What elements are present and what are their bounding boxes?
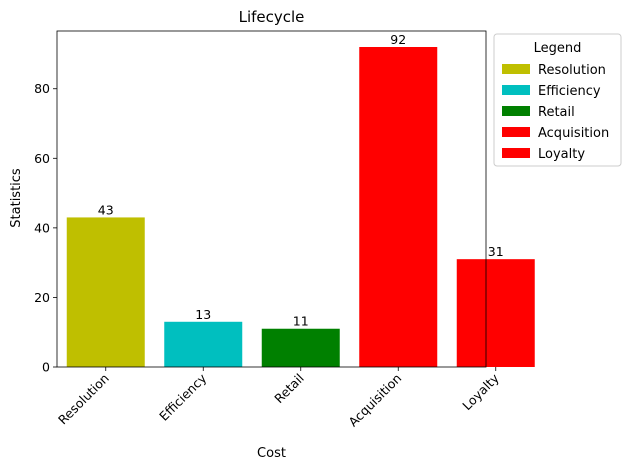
legend-label-retail: Retail — [538, 105, 575, 120]
legend-swatch-efficiency — [502, 85, 530, 95]
x-tick-label-efficiency: Efficiency — [156, 370, 210, 424]
y-tick-label: 60 — [34, 151, 50, 166]
legend-label-efficiency: Efficiency — [538, 84, 601, 99]
bar-value-label-loyalty: 31 — [488, 244, 504, 259]
y-tick-label: 80 — [34, 81, 50, 96]
chart-title: Lifecycle — [239, 8, 305, 26]
x-axis-title: Cost — [257, 446, 286, 461]
x-tick-label-loyalty: Loyalty — [459, 370, 502, 413]
x-tick-label-acquisition: Acquisition — [345, 371, 404, 430]
legend-label-acquisition: Acquisition — [538, 126, 609, 141]
bar-acquisition — [359, 47, 438, 367]
bar-value-label-efficiency: 13 — [195, 307, 211, 322]
x-tick-label-resolution: Resolution — [55, 371, 112, 428]
legend-label-loyalty: Loyalty — [538, 147, 585, 162]
legend-swatch-acquisition — [502, 127, 530, 137]
bar-retail — [261, 328, 340, 367]
bar-loyalty — [456, 259, 535, 367]
y-tick-label: 40 — [34, 220, 50, 235]
bar-resolution — [66, 217, 145, 367]
bar-value-label-acquisition: 92 — [390, 32, 406, 47]
plot-area: 43 Resolution 13 Efficiency 11 Retail 92 Acquis… — [34, 30, 535, 430]
y-tick-label: 0 — [42, 360, 50, 375]
x-tick-label-retail: Retail — [271, 371, 307, 407]
legend: Legend Resolution Efficiency Retail Acquisit… — [493, 33, 622, 167]
legend-label-resolution: Resolution — [538, 63, 606, 78]
legend-swatch-retail — [502, 106, 530, 116]
y-tick-label: 20 — [34, 290, 50, 305]
axes-frame — [56, 30, 487, 368]
bar-value-label-retail: 11 — [293, 314, 309, 329]
bar-value-label-resolution: 43 — [98, 202, 114, 217]
y-axis-title: Statistics — [9, 168, 24, 228]
legend-swatch-resolution — [502, 64, 530, 74]
legend-swatch-loyalty — [502, 148, 530, 158]
bar-efficiency — [164, 321, 243, 367]
legend-title: Legend — [534, 41, 582, 56]
